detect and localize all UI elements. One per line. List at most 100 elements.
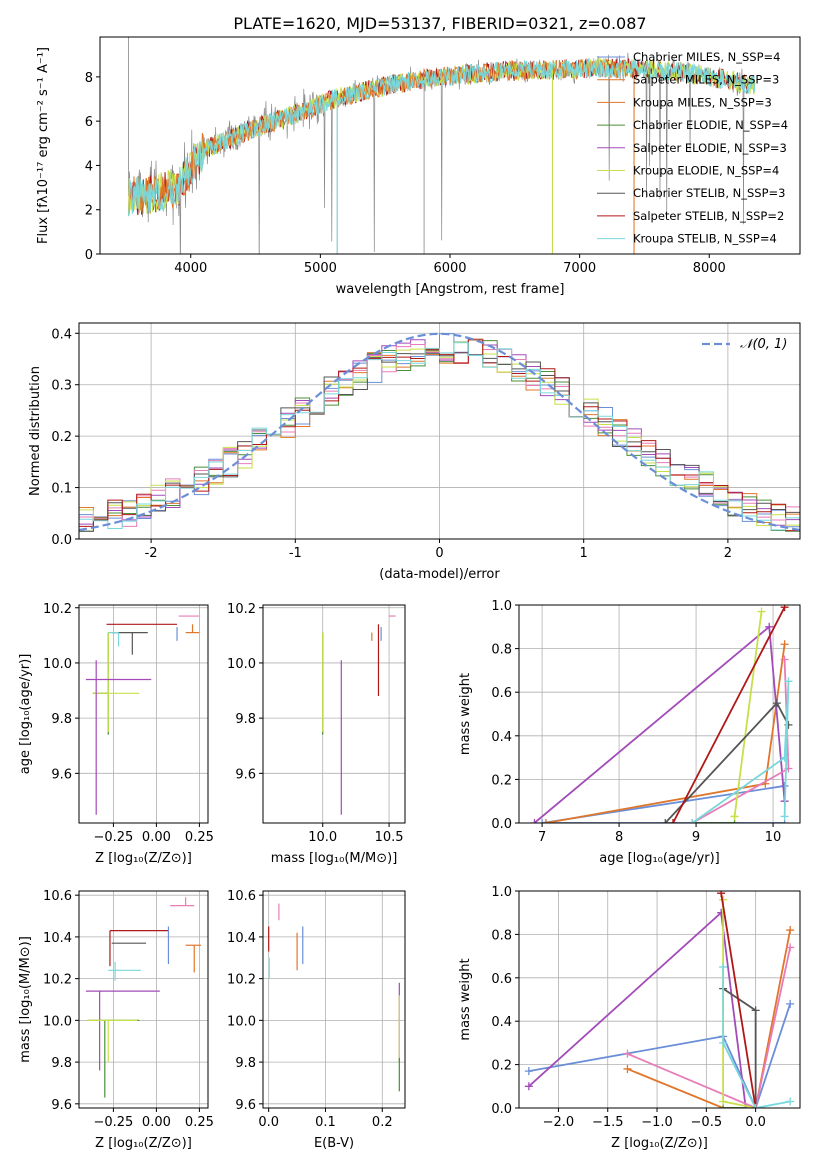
x-tick-label: 4000 <box>174 261 207 276</box>
panel-spectrum: Chabrier MILES, N_SSP=4 Salpeter MILES, N… <box>36 36 801 297</box>
weight-series <box>623 926 795 1108</box>
y-axis-label: mass weight <box>458 673 473 755</box>
histogram-series <box>79 342 800 532</box>
x-tick-label: 0.00 <box>142 1115 171 1130</box>
x-tick-label: 0.2 <box>372 1115 393 1130</box>
y-tick-label: 8 <box>85 71 93 86</box>
y-tick-label: 9.8 <box>235 712 256 727</box>
y-tick-label: 0 <box>85 248 93 263</box>
weight-marker <box>524 1067 533 1076</box>
weight-marker <box>717 891 726 898</box>
weight-line <box>528 1003 791 1108</box>
y-tick-label: 10.4 <box>43 931 72 946</box>
weight-series <box>530 622 789 823</box>
plot-area <box>268 903 400 1092</box>
weight-marker <box>719 962 728 971</box>
panel-age_vs_mass: 10.0 10.5 9.6 9.8 10.0 10.2 mass [log₁₀(M/M⊙)] <box>227 602 406 866</box>
legend-entry: Kroupa STELIB, N_SSP=4 <box>633 232 777 246</box>
plot-area <box>85 615 200 815</box>
y-tick-label: 9.8 <box>51 1056 72 1071</box>
model-spectrum-line <box>128 57 756 217</box>
weight-marker <box>524 1082 533 1091</box>
y-tick-label: 10.0 <box>227 1014 256 1029</box>
legend-entry: Chabrier ELODIE, N_SSP=4 <box>633 118 788 132</box>
weight-marker <box>688 819 697 823</box>
x-tick-label: 7000 <box>563 261 596 276</box>
x-axis-label: Z [log₁₀(Z/Z⊙)] <box>611 1136 708 1151</box>
y-tick-label: 0.6 <box>491 972 512 987</box>
weight-series <box>668 605 789 823</box>
weight-line <box>627 947 792 1108</box>
data-spectrum-line <box>128 52 755 254</box>
weight-line <box>541 785 785 823</box>
weight-marker <box>780 640 789 649</box>
plot-area <box>530 605 793 823</box>
errorbar-point <box>185 944 202 973</box>
x-tick-label: −0.25 <box>93 1115 133 1130</box>
plot-area <box>322 615 396 815</box>
y-tick-label: 0.4 <box>51 327 72 342</box>
y-tick-label: 0.2 <box>491 1059 512 1074</box>
x-tick-label: −1.5 <box>592 1115 624 1130</box>
weight-marker <box>668 819 677 823</box>
panel-mass_vs_ebv: 0.0 0.1 0.2 9.6 9.8 10.0 10.2 10.4 10.6 E(B-V) <box>227 889 406 1151</box>
axes-frame <box>78 604 209 824</box>
y-tick-label: 0.0 <box>491 817 512 832</box>
y-tick-label: 0.0 <box>51 533 72 548</box>
weight-line <box>528 910 747 1108</box>
errorbar-point <box>185 624 200 634</box>
x-tick-label: 6000 <box>433 261 466 276</box>
y-axis-label: Flux [fλ10⁻¹⁷ erg cm⁻² s⁻¹ A⁻¹] <box>36 47 51 244</box>
weight-marker <box>780 655 789 664</box>
weight-marker <box>786 926 795 935</box>
errorbar-point <box>111 631 148 655</box>
y-tick-label: 10.0 <box>43 657 72 672</box>
y-tick-label: 10.0 <box>43 1014 72 1029</box>
x-axis-label: E(B-V) <box>314 1136 354 1151</box>
legend-entry: Salpeter MILES, N_SSP=3 <box>633 73 779 87</box>
y-axis-label: mass [log₁₀(M/M⊙)] <box>18 936 33 1063</box>
weight-marker <box>780 753 789 762</box>
x-tick-label: 2 <box>724 546 732 561</box>
x-tick-label: 10 <box>765 830 782 845</box>
axes-frame <box>518 890 801 1109</box>
plot-area <box>79 332 800 532</box>
weight-marker <box>765 622 774 631</box>
weight-marker <box>784 677 793 686</box>
panel-weight_vs_age: 7 8 9 10 0.0 0.2 0.4 0.6 0.8 1.0 age [log₁₀(age/yr… <box>458 599 801 866</box>
panel-mass_vs_z: −0.25 0.00 0.25 9.6 9.8 10.0 10.2 10.4 10.6 Z [lo… <box>18 889 214 1151</box>
axes-frame <box>262 890 406 1109</box>
x-axis-label: age [log₁₀(age/yr)] <box>599 851 720 866</box>
y-tick-label: 9.6 <box>235 767 256 782</box>
y-tick-label: 0.4 <box>491 1015 512 1030</box>
errorbar-point <box>87 1019 138 1063</box>
y-tick-label: 0.3 <box>51 379 72 394</box>
weight-marker <box>719 1038 728 1047</box>
weight-line <box>720 893 757 1108</box>
plot-area <box>524 891 795 1108</box>
y-tick-label: 0.0 <box>491 1102 512 1117</box>
x-tick-label: 9 <box>692 830 700 845</box>
errorbar-point <box>92 632 109 735</box>
y-tick-label: 0.1 <box>51 482 72 497</box>
x-tick-label: 10.0 <box>308 830 337 845</box>
legend-entry: 𝒩(0, 1) <box>740 337 787 352</box>
legend-entry: Salpeter STELIB, N_SSP=2 <box>633 209 784 223</box>
x-tick-label: 10.5 <box>375 830 404 845</box>
panel-age_vs_z: −0.25 0.00 0.25 9.6 9.8 10.0 10.2 Z [log₁₀(Z/Z⊙… <box>18 602 214 866</box>
x-tick-label: 0.0 <box>258 1115 279 1130</box>
axes-frame <box>78 890 209 1109</box>
histogram-series <box>79 349 800 532</box>
weight-marker <box>780 812 789 821</box>
y-tick-label: 1.0 <box>491 599 512 614</box>
y-tick-label: 10.2 <box>43 602 72 617</box>
weight-marker <box>786 943 795 952</box>
x-tick-label: 5000 <box>304 261 337 276</box>
x-axis-label: (data-model)/error <box>379 567 500 582</box>
x-tick-label: −0.25 <box>93 830 133 845</box>
errorbar-point <box>170 897 195 907</box>
legend: Chabrier MILES, N_SSP=4 Salpeter MILES, N… <box>597 50 788 246</box>
axes-frame <box>262 604 406 824</box>
weight-marker <box>751 1104 760 1108</box>
